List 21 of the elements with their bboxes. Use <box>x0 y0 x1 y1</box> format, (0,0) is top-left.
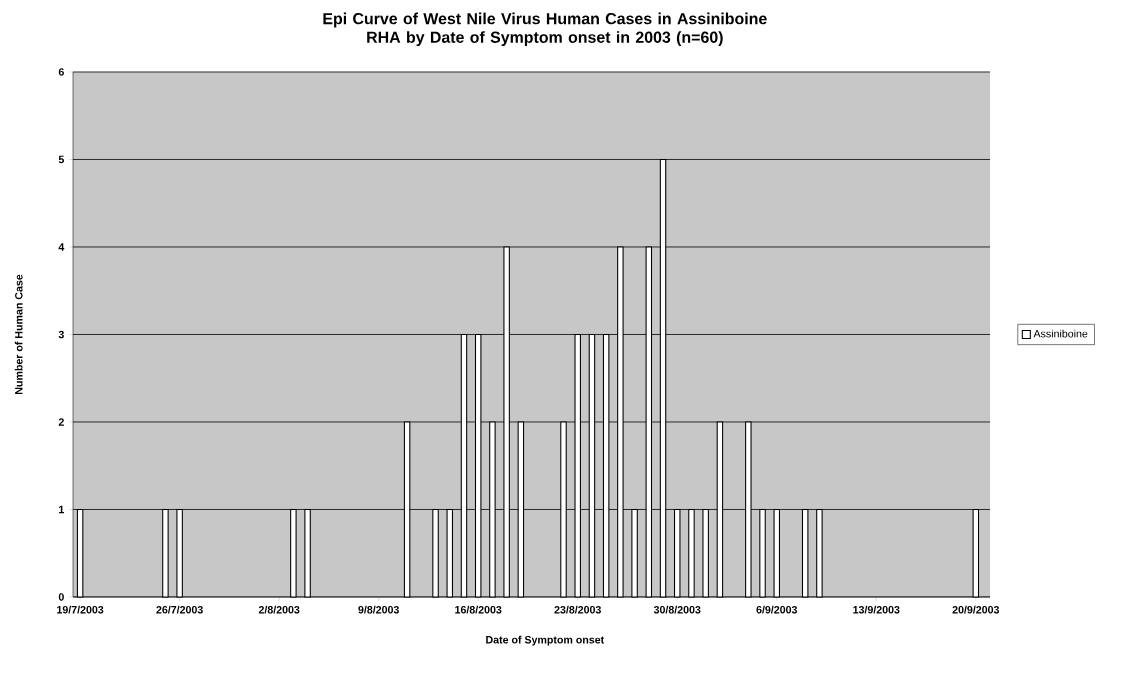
y-tick-label: 6 <box>58 68 64 76</box>
x-tick-label: 20/9/2003 <box>952 605 1000 614</box>
y-tick-label: 2 <box>58 418 64 426</box>
chart-title: Epi Curve of West Nile Virus Human Cases in Assiniboine RHA by Date of Symptom onset in 2003 (n=60) <box>323 12 767 47</box>
x-tick-label: 16/8/2003 <box>455 605 502 614</box>
legend-label: Assiniboine <box>1033 329 1088 338</box>
x-tick-label: 6/9/2003 <box>756 605 798 614</box>
x-tick-label: 26/7/2003 <box>156 605 203 614</box>
y-tick-label: 5 <box>58 155 65 164</box>
x-axis-title: Date of Symptom onset <box>486 635 605 646</box>
x-tick-label: 13/9/2003 <box>853 605 900 614</box>
y-tick-label: 4 <box>58 243 65 251</box>
x-tick-label: 9/8/2003 <box>358 605 399 614</box>
y-tick-label: 3 <box>58 330 64 339</box>
x-tick-label: 19/7/2003 <box>57 605 104 614</box>
x-tick-label: 23/8/2003 <box>554 605 601 614</box>
y-axis-title: Number of Human Case <box>14 274 23 395</box>
x-tick-label: 30/8/2003 <box>653 605 701 614</box>
y-tick-label: 1 <box>59 505 65 514</box>
y-tick-label: 0 <box>58 593 64 601</box>
x-tick-label: 2/8/2003 <box>258 605 300 614</box>
